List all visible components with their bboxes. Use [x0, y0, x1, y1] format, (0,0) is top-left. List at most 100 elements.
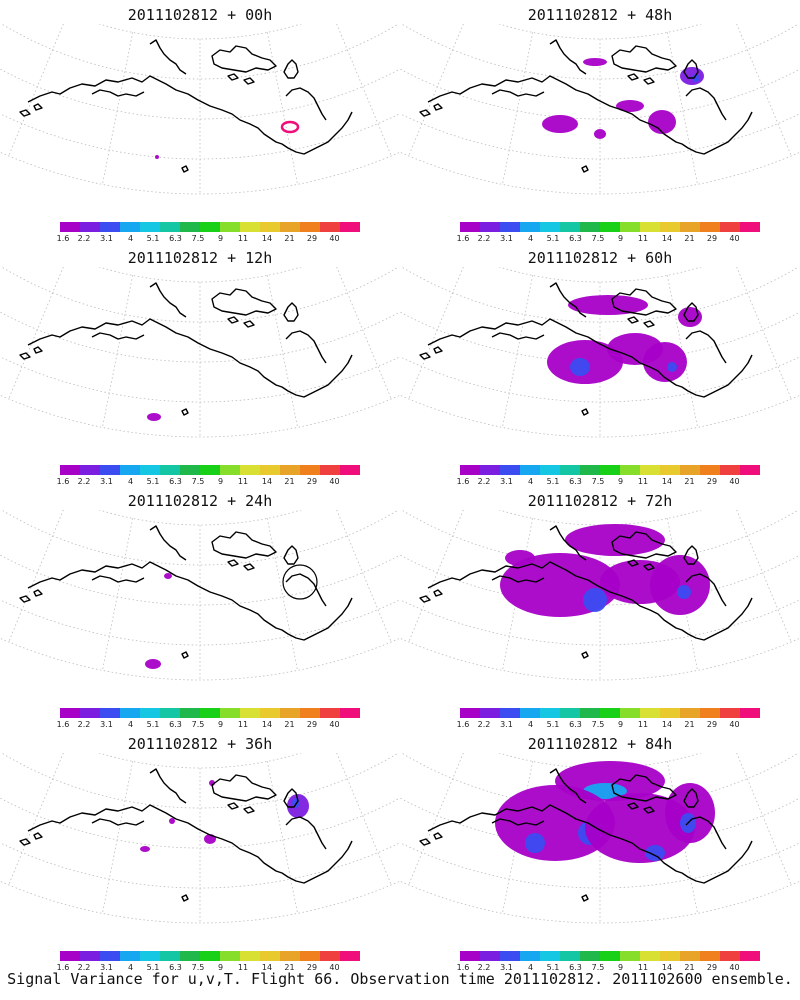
colorbar-swatch [540, 708, 560, 718]
colorbar-swatch [480, 951, 500, 961]
colorbar-label: 1.6 [56, 720, 70, 729]
colorbar-swatch [100, 708, 120, 718]
colorbar-label: 11 [237, 963, 249, 972]
variance-contour [282, 564, 318, 600]
colorbar-swatch [340, 222, 360, 232]
latitude-line [400, 842, 800, 889]
colorbar-swatch [320, 951, 340, 961]
colorbar-swatch [260, 951, 280, 961]
variance-area [665, 783, 715, 843]
colorbar-labels: 1.6 2.2 3.1 4 5.1 6.3 7.5 9 11 14 21 29 40 [57, 963, 360, 973]
colorbar-label: 21 [684, 234, 695, 243]
coastline [581, 651, 589, 659]
colorbar-label: 4 [127, 477, 134, 486]
colorbar-swatch [460, 708, 480, 718]
map-panel: 2011102812 + 84h 1.6 2.2 3.1 4 5.1 6.3 7.5 9 11 1… [400, 729, 800, 972]
map-plot [400, 510, 800, 681]
colorbar-label: 3.1 [100, 234, 113, 243]
colorbar-swatch [300, 951, 320, 961]
colorbar-label: 29 [706, 477, 718, 486]
latitude-line [0, 151, 400, 195]
coastline [149, 282, 187, 318]
colorbar-swatch [160, 222, 180, 232]
colorbar-label: 29 [306, 720, 318, 729]
longitude-line [266, 275, 298, 428]
colorbar-label: 21 [684, 963, 695, 972]
coastline [91, 89, 145, 97]
colorbar-label: 5.1 [546, 963, 560, 972]
latitude-line [400, 599, 800, 646]
colorbar-label: 5.1 [146, 720, 160, 729]
colorbar-swatch [620, 951, 640, 961]
map-plot [400, 753, 800, 924]
colorbar-label: 9 [617, 963, 624, 972]
variance-area [155, 155, 159, 159]
coastline [433, 103, 443, 111]
longitude-line [408, 24, 464, 157]
map-panel: 2011102812 + 60h 1.6 2.2 3.1 4 5.1 6.3 7.5 9 11 1… [400, 243, 800, 486]
coastline [491, 818, 545, 826]
longitude-line [392, 24, 400, 110]
colorbar-swatch [180, 951, 200, 961]
colorbar-swatch [620, 222, 640, 232]
coastline [683, 545, 699, 565]
longitude-line [400, 753, 408, 839]
coastline [611, 531, 677, 559]
coastline [427, 75, 753, 155]
colorbar-label: 40 [329, 234, 340, 243]
map-plot [0, 267, 400, 438]
coastline-group [419, 525, 753, 659]
panel-title: 2011102812 + 00h [127, 6, 273, 24]
colorbar-swatch [720, 708, 740, 718]
colorbar [460, 222, 760, 232]
coastline-group [419, 282, 753, 416]
coastline [243, 563, 255, 571]
coastline [227, 802, 239, 810]
coastline [91, 332, 145, 340]
coastline [627, 559, 639, 567]
coastline [285, 573, 327, 607]
colorbar-label: 40 [329, 477, 340, 486]
colorbar-swatch [140, 222, 160, 232]
variance-area [505, 550, 535, 566]
colorbar-label: 40 [329, 720, 340, 729]
coastline [433, 346, 443, 354]
colorbar-swatch [740, 222, 760, 232]
coastline [549, 768, 587, 804]
colorbar-label: 6.3 [169, 477, 182, 486]
colorbar-labels: 1.6 2.2 3.1 4 5.1 6.3 7.5 9 11 14 21 29 40 [457, 477, 760, 487]
coastline [285, 330, 327, 364]
colorbar-swatch [260, 465, 280, 475]
coastline [685, 816, 727, 850]
colorbar-swatch [740, 951, 760, 961]
longitude-line [266, 32, 298, 185]
map-plot [400, 24, 800, 195]
colorbar-swatch [640, 222, 660, 232]
variance-area [570, 358, 590, 376]
longitude-line [400, 267, 408, 353]
colorbar-label: 4 [527, 477, 534, 486]
colorbar-label: 40 [729, 234, 740, 243]
colorbar-label: 9 [217, 234, 224, 243]
variance-area [164, 573, 172, 579]
panel-title: 2011102812 + 36h [127, 735, 273, 753]
colorbar-swatch [540, 222, 560, 232]
longitude-line [502, 275, 534, 428]
colorbar-label: 9 [617, 720, 624, 729]
coastline [549, 525, 587, 561]
colorbar-swatch [600, 951, 620, 961]
graticule [0, 510, 400, 681]
map-panel: 2011102812 + 36h 1.6 2.2 3.1 4 5.1 6.3 7.5 9 11 1… [0, 729, 400, 972]
colorbar-label: 14 [661, 234, 673, 243]
longitude-line [666, 32, 698, 185]
variance-area [145, 659, 161, 669]
longitude-line [0, 510, 8, 596]
colorbar-swatch [280, 465, 300, 475]
colorbar-swatch [600, 708, 620, 718]
colorbar-label: 5.1 [546, 234, 560, 243]
variance-contour [280, 120, 300, 134]
colorbar-label: 7.5 [191, 963, 205, 972]
colorbar-label: 4 [527, 234, 534, 243]
coastline [285, 87, 327, 121]
coastline [627, 73, 639, 81]
